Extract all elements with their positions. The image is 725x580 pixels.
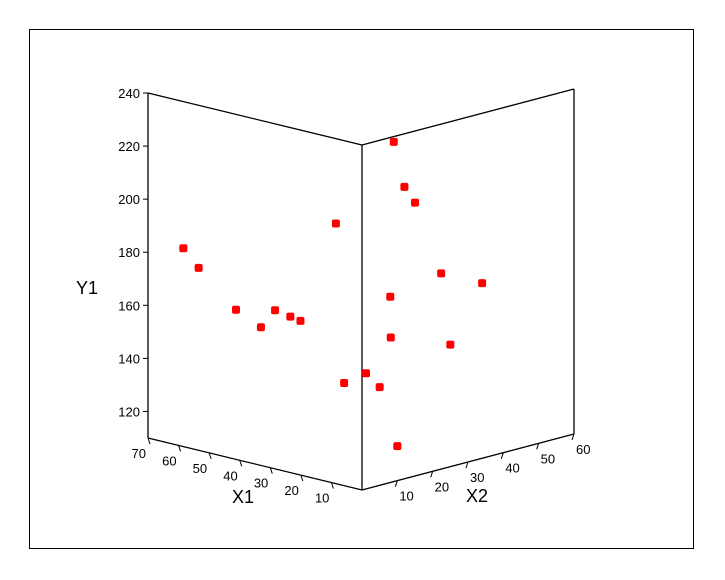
x1-tick-label: 40 (223, 468, 237, 483)
x2-tick-mark (430, 471, 434, 478)
x2-tick-label: 10 (399, 489, 413, 504)
y-tick-label: 140 (118, 351, 140, 366)
x2-axis-ticks: 10 20 30 40 50 60 (394, 433, 590, 504)
data-point (375, 383, 384, 392)
axes-box (147, 88, 575, 491)
x1-tick-label: 60 (162, 453, 176, 468)
x1-tick-label: 50 (193, 461, 207, 476)
data-points (179, 137, 487, 451)
data-point (411, 198, 419, 207)
x2-tick-label: 40 (505, 461, 519, 476)
y-axis-ticks: 240 220 200 180 160 140 120 (118, 86, 148, 419)
x2-tick-mark (394, 480, 398, 487)
data-point (179, 244, 188, 253)
data-point (478, 279, 487, 288)
x2-tick-label: 20 (435, 479, 449, 494)
x1-tick-label: 70 (132, 446, 146, 461)
data-point (331, 219, 340, 228)
data-point (256, 323, 265, 332)
x2-tick-mark (465, 461, 469, 469)
x2-tick-label: 60 (576, 442, 590, 457)
x1-tick-label: 10 (315, 491, 329, 506)
edge-floor-x1 (147, 437, 363, 491)
data-point (389, 137, 398, 146)
edge-top-x2 (361, 88, 575, 146)
x2-tick-label: 50 (541, 451, 555, 466)
y-tick-label: 200 (118, 192, 140, 207)
x1-tick-mark (300, 474, 304, 482)
data-point (194, 263, 203, 272)
x1-tick-mark (330, 482, 334, 489)
data-point (286, 312, 295, 321)
x1-tick-label: 20 (284, 483, 298, 498)
x1-axis-ticks: 70 60 50 40 30 20 10 (132, 437, 334, 506)
x2-tick-mark (571, 433, 575, 441)
data-point (386, 292, 395, 301)
x1-tick-mark (269, 467, 273, 474)
data-point (393, 442, 402, 451)
y-tick-label: 120 (118, 404, 140, 419)
y-tick-label: 220 (118, 139, 140, 154)
x2-axis-title: X2 (466, 486, 488, 506)
data-point (271, 306, 280, 315)
x2-tick-mark (500, 452, 504, 459)
y-axis-title: Y1 (76, 278, 98, 298)
y-tick-label: 160 (118, 298, 140, 313)
data-point (386, 333, 395, 342)
edge-top-x1 (147, 92, 363, 146)
data-point (362, 369, 371, 378)
data-point (340, 379, 349, 388)
x1-tick-mark (147, 437, 151, 445)
x2-tick-label: 30 (470, 470, 484, 485)
data-point (231, 305, 240, 314)
axis-titles: Y1 X1 X2 (76, 278, 488, 507)
x2-tick-mark (536, 443, 540, 450)
x1-tick-label: 30 (254, 476, 268, 491)
x1-tick-mark (178, 445, 182, 452)
x1-tick-mark (239, 460, 243, 467)
data-point (437, 269, 446, 278)
data-point (446, 340, 455, 349)
data-point (296, 316, 305, 325)
x1-tick-mark (208, 452, 212, 460)
x1-axis-title: X1 (232, 487, 254, 507)
y-tick-label: 180 (118, 245, 140, 260)
y-tick-label: 240 (118, 86, 140, 101)
data-point (400, 182, 409, 191)
